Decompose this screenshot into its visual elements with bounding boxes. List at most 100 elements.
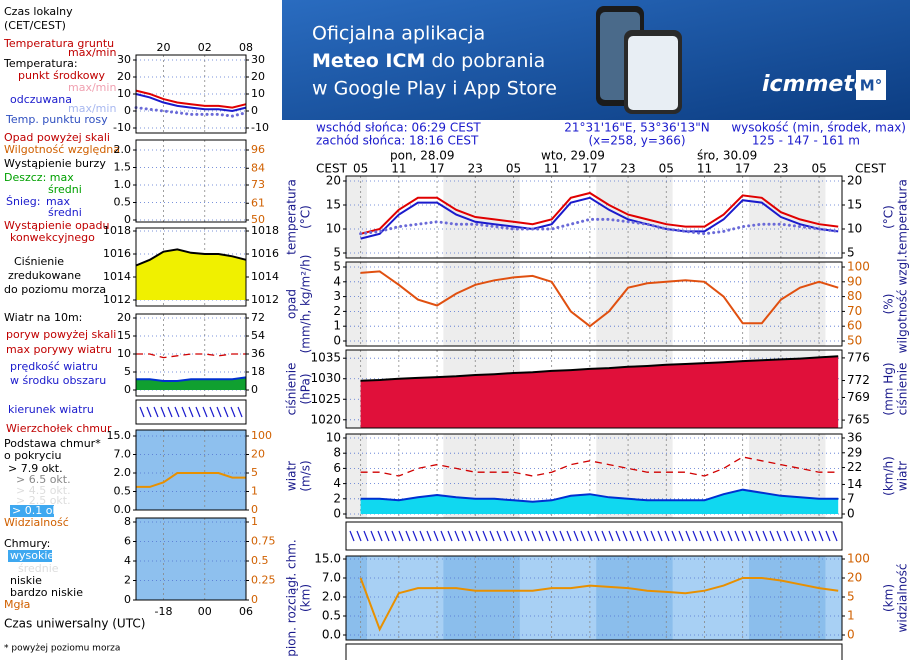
wind-arrow: [146, 406, 152, 418]
legend-label: wysokie: [10, 549, 54, 562]
wind-arrow: [573, 530, 579, 542]
wind-arrow: [706, 530, 712, 542]
wind-arrow: [713, 530, 719, 542]
banner-text: Oficjalna aplikacja: [312, 23, 485, 45]
y2-tick-label: 36: [251, 347, 265, 360]
y-tick-label: 15: [326, 198, 341, 212]
legend-label: odczuwana: [10, 93, 72, 106]
y2-tick-label: 70: [847, 304, 862, 318]
night-band: [443, 556, 520, 640]
series-line: [360, 270, 839, 328]
timezone: CEST: [855, 162, 887, 176]
wind-arrow: [692, 530, 698, 542]
y2-tick-label: 0.25: [251, 574, 276, 587]
y2-tick-label: 90: [847, 274, 862, 288]
x-tick-label: 00: [198, 605, 212, 618]
y-tick-label: 5: [333, 260, 341, 274]
wind-arrow: [664, 530, 670, 542]
y2-tick-label: 1: [847, 609, 855, 623]
legend-label: max/min: [68, 81, 116, 94]
y2-tick-label: 18: [251, 365, 265, 378]
y2-tick-label: 1: [251, 515, 258, 528]
y-tick-label: 0.5: [114, 485, 132, 498]
panel-frame: [135, 313, 247, 397]
y2-axis-label: temperatura: [896, 179, 910, 255]
y2-tick-label: 7: [847, 492, 855, 506]
wind-arrow: [587, 530, 593, 542]
y-tick-label: 1025: [310, 392, 341, 406]
y2-tick-label: 14: [847, 477, 862, 491]
series-line: [360, 196, 839, 240]
y-tick-label: 2: [333, 491, 341, 505]
panel-frame: [345, 555, 843, 641]
wind-arrow: [580, 530, 586, 542]
y-axis-label: ciśnienie: [285, 363, 299, 416]
y-tick-label: 1030: [310, 371, 341, 385]
legend-label: Chmury:: [4, 537, 50, 550]
y2-tick-label: 15: [847, 198, 862, 212]
y2-axis-label: wiatr: [896, 461, 910, 491]
y2-tick-label: 0: [251, 503, 258, 516]
wind-arrow: [433, 530, 439, 542]
y-tick-label: 1014: [103, 270, 131, 283]
wind-arrow: [370, 530, 376, 542]
area: [136, 377, 246, 390]
y2-tick-label: 84: [251, 161, 265, 174]
wind-arrow: [181, 406, 187, 418]
wind-arrow: [790, 530, 796, 542]
y2-tick-label: 50: [847, 334, 862, 348]
wind-arrow: [825, 530, 831, 542]
y-tick-label: 2.0: [322, 590, 341, 604]
wind-arrow: [622, 530, 628, 542]
x-tick-label: 05: [811, 162, 826, 176]
y-tick-label: 3: [333, 289, 341, 303]
x-tick-label: 23: [620, 162, 635, 176]
wind-arrow: [447, 530, 453, 542]
y2-tick-label: 765: [847, 413, 870, 427]
legend-label: Widzialność: [4, 516, 69, 529]
y-tick-label: 0.0: [114, 503, 132, 516]
wind-arrow: [160, 406, 166, 418]
sunset: zachód słońca: 18:16 CEST: [316, 134, 479, 148]
x-tick-label: 02: [198, 41, 212, 54]
y2-tick-label: 36: [847, 431, 862, 445]
y-tick-label: 15.0: [314, 552, 341, 566]
banner-text: do pobrania: [431, 50, 545, 72]
legend-label: > 4.5 okt.: [16, 484, 71, 497]
panel-frame: [135, 429, 247, 511]
y-tick-label: 2: [124, 574, 131, 587]
y2-axis-label: (km): [882, 584, 896, 612]
wind-arrow: [811, 530, 817, 542]
y-tick-label: 1.5: [114, 161, 132, 174]
y-tick-label: 10: [326, 222, 341, 236]
y2-tick-label: 5: [251, 466, 258, 479]
y-tick-label: 15.0: [107, 429, 132, 442]
y2-tick-label: 22: [847, 460, 862, 474]
y2-tick-label: 0: [847, 507, 855, 521]
y2-tick-label: 100: [251, 429, 272, 442]
wind-arrow: [552, 530, 558, 542]
wind-arrow: [419, 530, 425, 542]
y-tick-label: 20: [117, 70, 131, 83]
y-axis-label: wiatr: [285, 461, 299, 491]
wind-arrow: [776, 530, 782, 542]
wind-arrow: [727, 530, 733, 542]
x-tick-label: 23: [773, 162, 788, 176]
legend-label: bardzo niskie: [10, 586, 83, 599]
y2-tick-label: 1: [251, 485, 258, 498]
wind-arrow: [377, 530, 383, 542]
y2-tick-label: 0: [251, 593, 258, 606]
wind-arrow: [391, 530, 397, 542]
wind-arrow: [398, 530, 404, 542]
wind-arrow: [454, 530, 460, 542]
wind-arrow: [174, 406, 180, 418]
y2-tick-label: 10: [847, 222, 862, 236]
wind-arrow: [202, 406, 208, 418]
wind-arrow: [482, 530, 488, 542]
y2-tick-label: -10: [251, 121, 269, 134]
day-label: śro, 30.09: [697, 149, 757, 163]
wind-arrow: [153, 406, 159, 418]
wind-arrow: [643, 530, 649, 542]
y2-tick-label: 72: [251, 311, 265, 324]
wind-arrow: [503, 530, 509, 542]
